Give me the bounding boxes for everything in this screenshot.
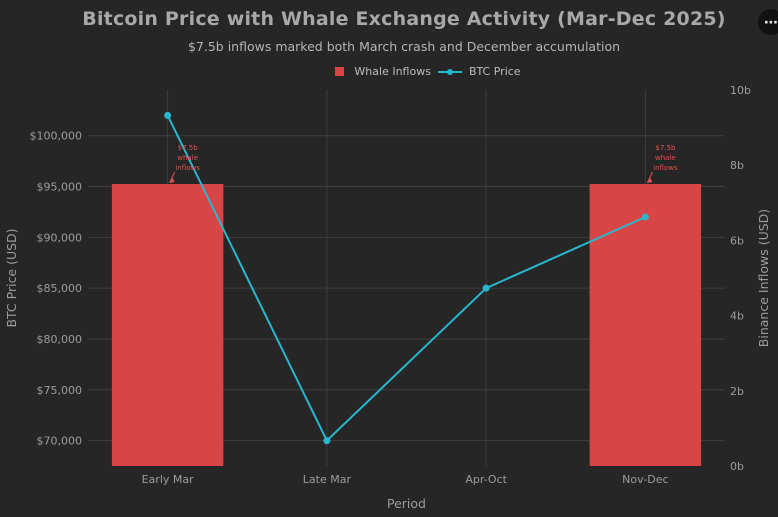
bar-whale-inflows (111, 184, 224, 466)
y-left-tick-label: $75,000 (37, 384, 83, 397)
legend-swatch-line (437, 68, 462, 75)
annotations: $7.5b whale inflows $7.5b whale inflows (169, 144, 678, 184)
y-left-tick-label: $90,000 (37, 231, 83, 244)
legend-swatch-bar (335, 67, 345, 76)
annotation-text: whale (177, 154, 198, 162)
y-left-tick-label: $85,000 (37, 282, 83, 295)
annotation-text: $7.5b (655, 144, 676, 152)
y-right-tick-label: 8b (730, 159, 744, 172)
line-btc-price (166, 114, 646, 443)
point-btc-price (641, 213, 649, 221)
line-series (164, 111, 649, 445)
x-tick-label: Late Mar (303, 473, 352, 486)
y-right-tick-label: 6b (730, 234, 744, 247)
y-left-axis-title: BTC Price (USD) (4, 228, 19, 327)
annotation-arrow (646, 171, 653, 184)
legend-item-btc-price[interactable]: BTC Price (437, 65, 521, 78)
x-axis-title: Period (387, 496, 426, 511)
annotation-text: inflows (175, 164, 200, 172)
y-right-axis-title: Binance Inflows (USD) (756, 209, 771, 347)
bar-series (111, 184, 702, 466)
legend-label-btc-price: BTC Price (468, 65, 521, 78)
point-btc-price (323, 437, 331, 445)
point-btc-price (482, 284, 490, 292)
legend-label-whale-inflows: Whale Inflows (354, 65, 431, 78)
y-right-tick-label: 0b (730, 460, 744, 473)
annotation-arrowhead (169, 178, 175, 183)
x-tick-label: Apr-Oct (465, 473, 507, 486)
y-left-tick-label: $100,000 (30, 130, 83, 143)
y-left-tick-label: $95,000 (37, 181, 83, 194)
y-right-tick-label: 4b (730, 310, 744, 323)
x-tick-label: Early Mar (142, 473, 195, 486)
annotation-arrow (169, 171, 176, 184)
annotation-text: whale (655, 154, 676, 162)
chart-subtitle: $7.5b inflows marked both March crash an… (187, 39, 621, 54)
more-options-button[interactable]: ⋯ (758, 9, 778, 35)
y-right-tick-label: 10b (730, 84, 751, 97)
y-left-tick-label: $70,000 (37, 435, 83, 448)
y-left-tick-label: $80,000 (37, 333, 83, 346)
bar-whale-inflows (589, 184, 702, 466)
legend[interactable]: Whale Inflows BTC Price (0, 65, 778, 78)
more-dots-icon: ⋯ (764, 13, 778, 30)
y-right-tick-label: 2b (730, 385, 744, 398)
x-tick-label: Nov-Dec (622, 473, 668, 486)
annotation-text: inflows (653, 164, 678, 172)
legend-item-whale-inflows[interactable]: Whale Inflows (335, 65, 431, 78)
annotation-text: $7.5b (178, 144, 199, 152)
point-btc-price (164, 111, 172, 119)
axes: $70,000 $75,000 $80,000 $85,000 $90,000 $95,0… (4, 84, 771, 511)
annotation-arrowhead (647, 178, 653, 183)
chart-title: Bitcoin Price with Whale Exchange Activi… (82, 8, 726, 30)
